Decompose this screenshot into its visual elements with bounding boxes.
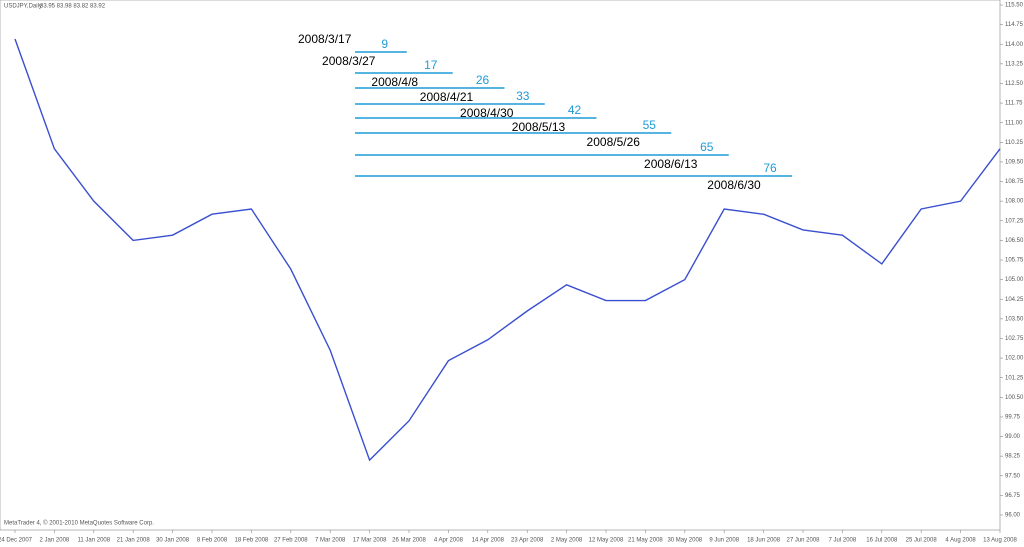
y-tick-label: 104.25 [1005, 297, 1024, 303]
x-tick-label: 21 Jan 2008 [117, 538, 151, 544]
y-tick-label: 114.75 [1005, 22, 1024, 28]
y-tick-label: 111.75 [1005, 101, 1023, 107]
y-tick-label: 99.75 [1005, 415, 1021, 421]
span-count: 65 [700, 140, 714, 154]
span-count: 17 [424, 58, 438, 72]
span-date: 2008/6/30 [707, 178, 761, 192]
x-tick-label: 11 Jan 2008 [78, 538, 111, 544]
y-tick-label: 102.75 [1005, 336, 1024, 342]
span-date: 2008/4/30 [460, 106, 514, 120]
y-tick-label: 97.50 [1005, 473, 1021, 479]
x-tick-label: 27 Feb 2008 [274, 538, 308, 544]
y-tick-label: 114.00 [1005, 42, 1024, 48]
x-tick-label: 30 May 2008 [667, 538, 702, 544]
y-tick-label: 111.00 [1005, 120, 1023, 126]
y-tick-label: 113.25 [1005, 61, 1024, 67]
x-tick-label: 23 Apr 2008 [511, 538, 544, 544]
span-date: 2008/5/26 [587, 135, 641, 149]
y-tick-label: 107.25 [1005, 218, 1024, 224]
x-tick-label: 4 Aug 2008 [945, 538, 976, 544]
y-tick-label: 112.50 [1005, 81, 1024, 87]
y-tick-label: 108.75 [1005, 179, 1024, 185]
x-tick-label: 24 Dec 2007 [0, 538, 33, 544]
y-tick-label: 96.75 [1005, 493, 1021, 499]
y-tick-label: 99.00 [1005, 434, 1021, 440]
x-tick-label: 25 Jul 2008 [906, 538, 938, 544]
x-tick-label: 8 Feb 2008 [197, 538, 228, 544]
x-tick-label: 14 Apr 2008 [472, 538, 505, 544]
price-line [14, 38, 1001, 462]
x-tick-label: 30 Jan 2008 [156, 538, 190, 544]
x-tick-label: 2 Jan 2008 [40, 538, 70, 544]
span-count: 33 [516, 89, 530, 103]
span-count: 76 [763, 161, 777, 175]
span-date: 2008/5/13 [512, 120, 566, 134]
y-tick-label: 102.00 [1005, 356, 1024, 362]
span-count: 55 [643, 118, 657, 132]
x-tick-label: 18 Jun 2008 [747, 538, 781, 544]
plot-frame [0, 0, 1001, 531]
x-tick-label: 27 Jun 2008 [786, 538, 820, 544]
y-tick-label: 100.50 [1005, 395, 1024, 401]
y-tick-label: 105.00 [1005, 277, 1024, 283]
header-values: 83.95 83.98 83.82 83.92 [40, 4, 106, 10]
x-tick-label: 16 Jul 2008 [866, 538, 898, 544]
x-tick-label: 21 May 2008 [628, 538, 663, 544]
y-tick-label: 108.00 [1005, 199, 1024, 205]
x-tick-label: 12 May 2008 [589, 538, 624, 544]
span-count: 42 [568, 103, 582, 117]
span-date: 2008/4/8 [371, 75, 418, 89]
y-tick-label: 96.00 [1005, 513, 1021, 519]
span-date: 2008/6/13 [644, 157, 698, 171]
symbol-header: USDJPY,Daily [4, 4, 42, 10]
span-count: 9 [381, 37, 388, 51]
x-tick-label: 17 Mar 2008 [353, 538, 387, 544]
y-tick-label: 105.75 [1005, 258, 1024, 264]
x-tick-label: 9 Jun 2008 [709, 538, 739, 544]
copyright: MetaTrader 4, © 2001-2010 MetaQuotes Sof… [4, 520, 154, 527]
y-tick-label: 101.25 [1005, 375, 1024, 381]
y-tick-label: 98.25 [1005, 454, 1021, 460]
x-tick-label: 7 Jul 2008 [829, 538, 857, 544]
annotation-start: 2008/3/17 [298, 32, 352, 46]
span-count: 26 [476, 73, 490, 87]
x-tick-label: 7 Mar 2008 [315, 538, 346, 544]
x-tick-label: 13 Aug 2008 [983, 538, 1017, 544]
x-tick-label: 4 Apr 2008 [434, 538, 464, 544]
y-tick-label: 106.50 [1005, 238, 1024, 244]
x-tick-label: 26 Mar 2008 [392, 538, 426, 544]
x-tick-label: 18 Feb 2008 [235, 538, 269, 544]
y-tick-label: 103.50 [1005, 316, 1024, 322]
y-tick-label: 110.25 [1005, 140, 1024, 146]
x-tick-label: 2 May 2008 [551, 538, 583, 544]
y-tick-label: 115.50 [1005, 3, 1024, 9]
span-date: 2008/4/21 [420, 90, 474, 104]
span-date: 2008/3/27 [322, 54, 376, 68]
y-tick-label: 109.50 [1005, 160, 1024, 166]
